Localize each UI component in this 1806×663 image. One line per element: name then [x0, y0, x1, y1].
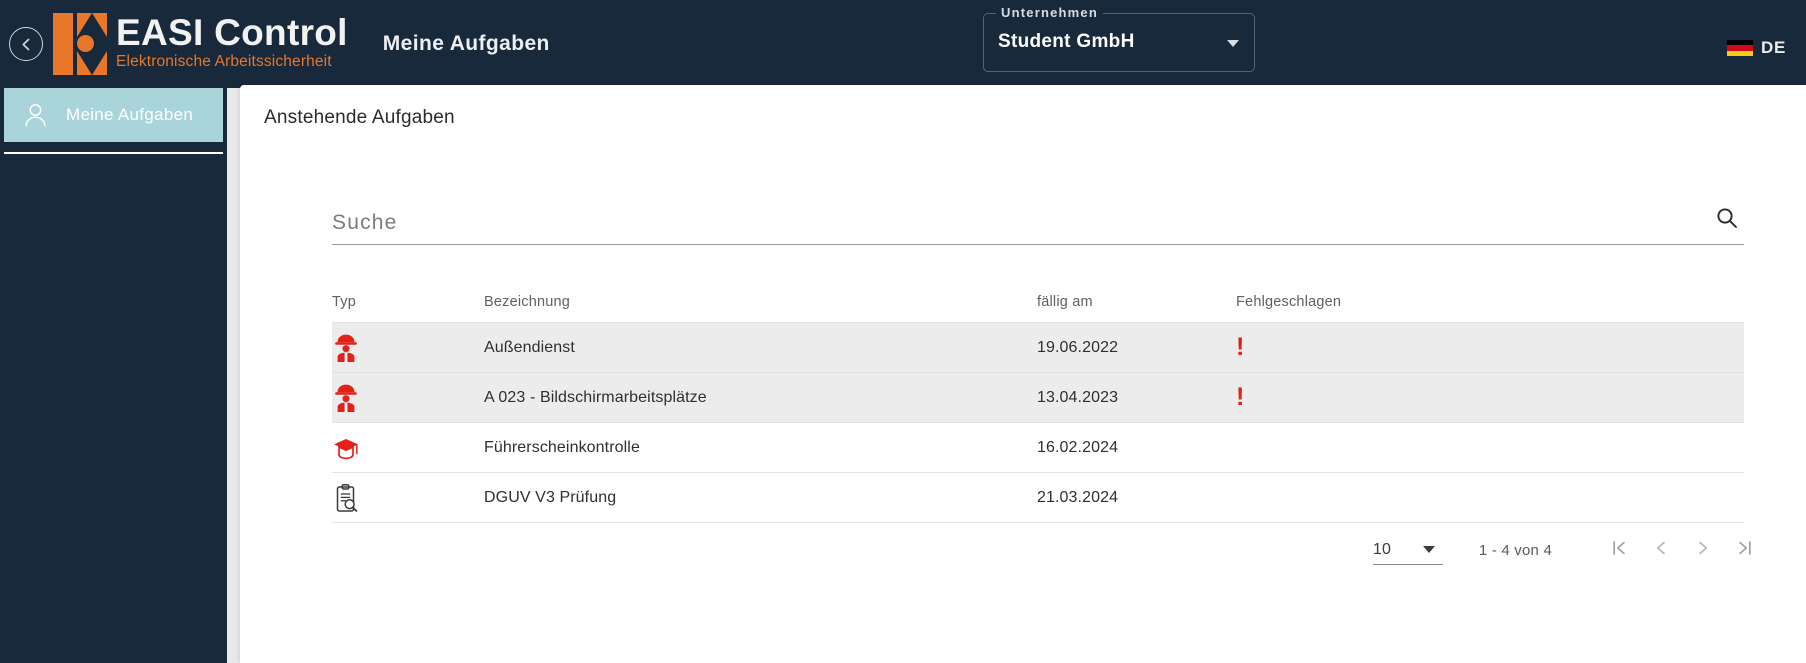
previous-page-button[interactable] — [1640, 533, 1682, 567]
sidebar-item-label: Meine Aufgaben — [66, 105, 194, 124]
column-header-fehlgeschlagen: Fehlgeschlagen — [1236, 294, 1342, 310]
task-due-date: 19.06.2022 — [1037, 338, 1119, 356]
task-type-cell — [332, 383, 484, 413]
chevron-left-circle-icon — [19, 37, 34, 52]
chevron-down-icon — [1422, 546, 1435, 553]
page-title: Meine Aufgaben — [382, 32, 550, 55]
task-failed-cell: ! — [1236, 335, 1744, 360]
column-header-bezeichnung: Bezeichnung — [484, 294, 571, 310]
language-code: DE — [1760, 38, 1786, 57]
page-size-select[interactable]: 10 — [1372, 535, 1443, 565]
sidebar: Meine Aufgaben — [0, 88, 227, 663]
search-input[interactable] — [332, 203, 1682, 243]
search-row — [332, 203, 1744, 245]
table-row[interactable]: Führerscheinkontrolle 16.02.2024 — [332, 423, 1744, 473]
table-row[interactable]: A 023 - Bildschirmarbeitsplätze 13.04.20… — [332, 373, 1744, 423]
logo-subtitle: Elektronische Arbeitssicherheit — [116, 53, 332, 71]
table-header-row: Typ Bezeichnung fällig am Fehlgeschlagen — [332, 271, 1744, 323]
language-switcher[interactable]: DE — [1726, 38, 1786, 58]
task-name: Außendienst — [484, 338, 575, 356]
search-icon — [1715, 206, 1739, 235]
next-page-button[interactable] — [1682, 533, 1724, 567]
german-flag-icon — [1726, 39, 1753, 57]
last-page-button[interactable] — [1724, 533, 1766, 567]
page-size-value: 10 — [1372, 540, 1392, 558]
task-name: A 023 - Bildschirmarbeitsplätze — [484, 388, 707, 406]
task-failed-cell: ! — [1236, 385, 1744, 410]
task-due-date: 21.03.2024 — [1037, 488, 1119, 506]
first-page-icon — [1609, 538, 1629, 563]
chevron-down-icon — [1227, 40, 1239, 47]
page-range-label: 1 - 4 von 4 — [1478, 541, 1552, 559]
company-select-value: Student GmbH — [998, 31, 1135, 52]
sidebar-item-meine-aufgaben[interactable]: Meine Aufgaben — [4, 88, 223, 142]
construction-worker-icon — [332, 333, 360, 363]
next-page-icon — [1693, 538, 1713, 563]
graduation-cap-icon — [332, 433, 360, 463]
task-type-cell — [332, 333, 484, 363]
first-page-button[interactable] — [1598, 533, 1640, 567]
logo-title: EASI Control — [116, 12, 348, 54]
last-page-icon — [1735, 538, 1755, 563]
failed-indicator-icon: ! — [1236, 333, 1245, 361]
sidebar-collapse-button[interactable] — [9, 27, 43, 61]
person-icon — [4, 102, 66, 128]
task-due-date: 13.04.2023 — [1037, 388, 1119, 406]
sidebar-divider — [4, 152, 223, 154]
tasks-table: Typ Bezeichnung fällig am Fehlgeschlagen — [332, 271, 1744, 523]
app-logo[interactable]: EASI Control Elektronische Arbeitssicher… — [53, 13, 348, 75]
section-title: Anstehende Aufgaben — [264, 107, 455, 128]
previous-page-icon — [1651, 538, 1671, 563]
construction-worker-icon — [332, 383, 360, 413]
task-name: DGUV V3 Prüfung — [484, 488, 617, 506]
search-button[interactable] — [1710, 203, 1744, 237]
company-select-label: Unternehmen — [996, 5, 1103, 20]
task-type-cell — [332, 483, 484, 513]
table-row[interactable]: Außendienst 19.06.2022 ! — [332, 323, 1744, 373]
clipboard-check-icon — [332, 483, 360, 513]
paginator: 10 1 - 4 von 4 — [1372, 533, 1766, 567]
top-bar: EASI Control Elektronische Arbeitssicher… — [0, 0, 1806, 88]
column-header-typ: Typ — [332, 294, 356, 310]
failed-indicator-icon: ! — [1236, 383, 1245, 411]
task-due-date: 16.02.2024 — [1037, 438, 1119, 456]
task-name: Führerscheinkontrolle — [484, 438, 640, 456]
table-row[interactable]: DGUV V3 Prüfung 21.03.2024 — [332, 473, 1744, 523]
easi-logo-mark — [53, 13, 107, 75]
content-card: Anstehende Aufgaben Typ Bezeichnung fäll… — [240, 85, 1806, 663]
company-select[interactable]: Unternehmen Student GmbH — [983, 5, 1255, 72]
column-header-faellig-am: fällig am — [1037, 294, 1093, 310]
task-type-cell — [332, 433, 484, 463]
